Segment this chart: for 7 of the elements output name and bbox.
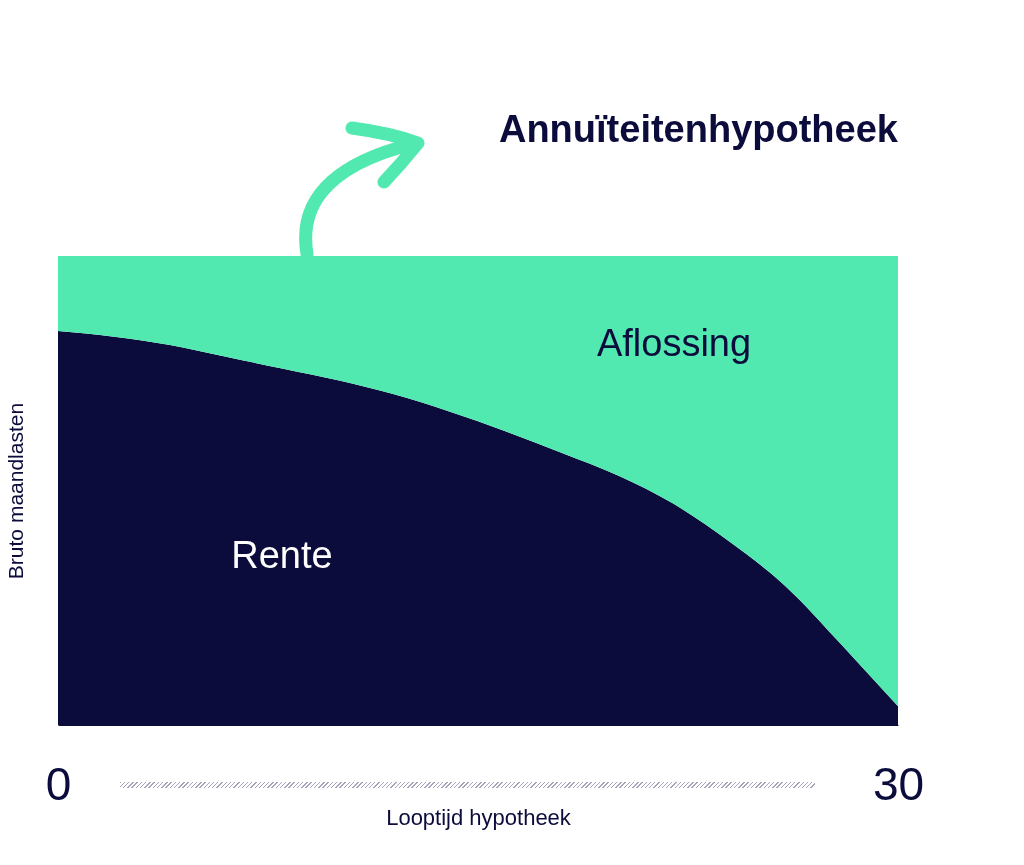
x-tick-label: 30 xyxy=(872,757,925,810)
y-axis-title: Bruto maandlasten xyxy=(3,402,27,580)
x-axis-title: Looptijd hypotheek xyxy=(386,804,572,830)
x-tick-label: 0 xyxy=(45,757,72,810)
series-label: Aflossing xyxy=(596,322,752,365)
series-label: Rente xyxy=(231,534,333,577)
chart-title: Annuïteitenhypotheek xyxy=(498,108,899,150)
